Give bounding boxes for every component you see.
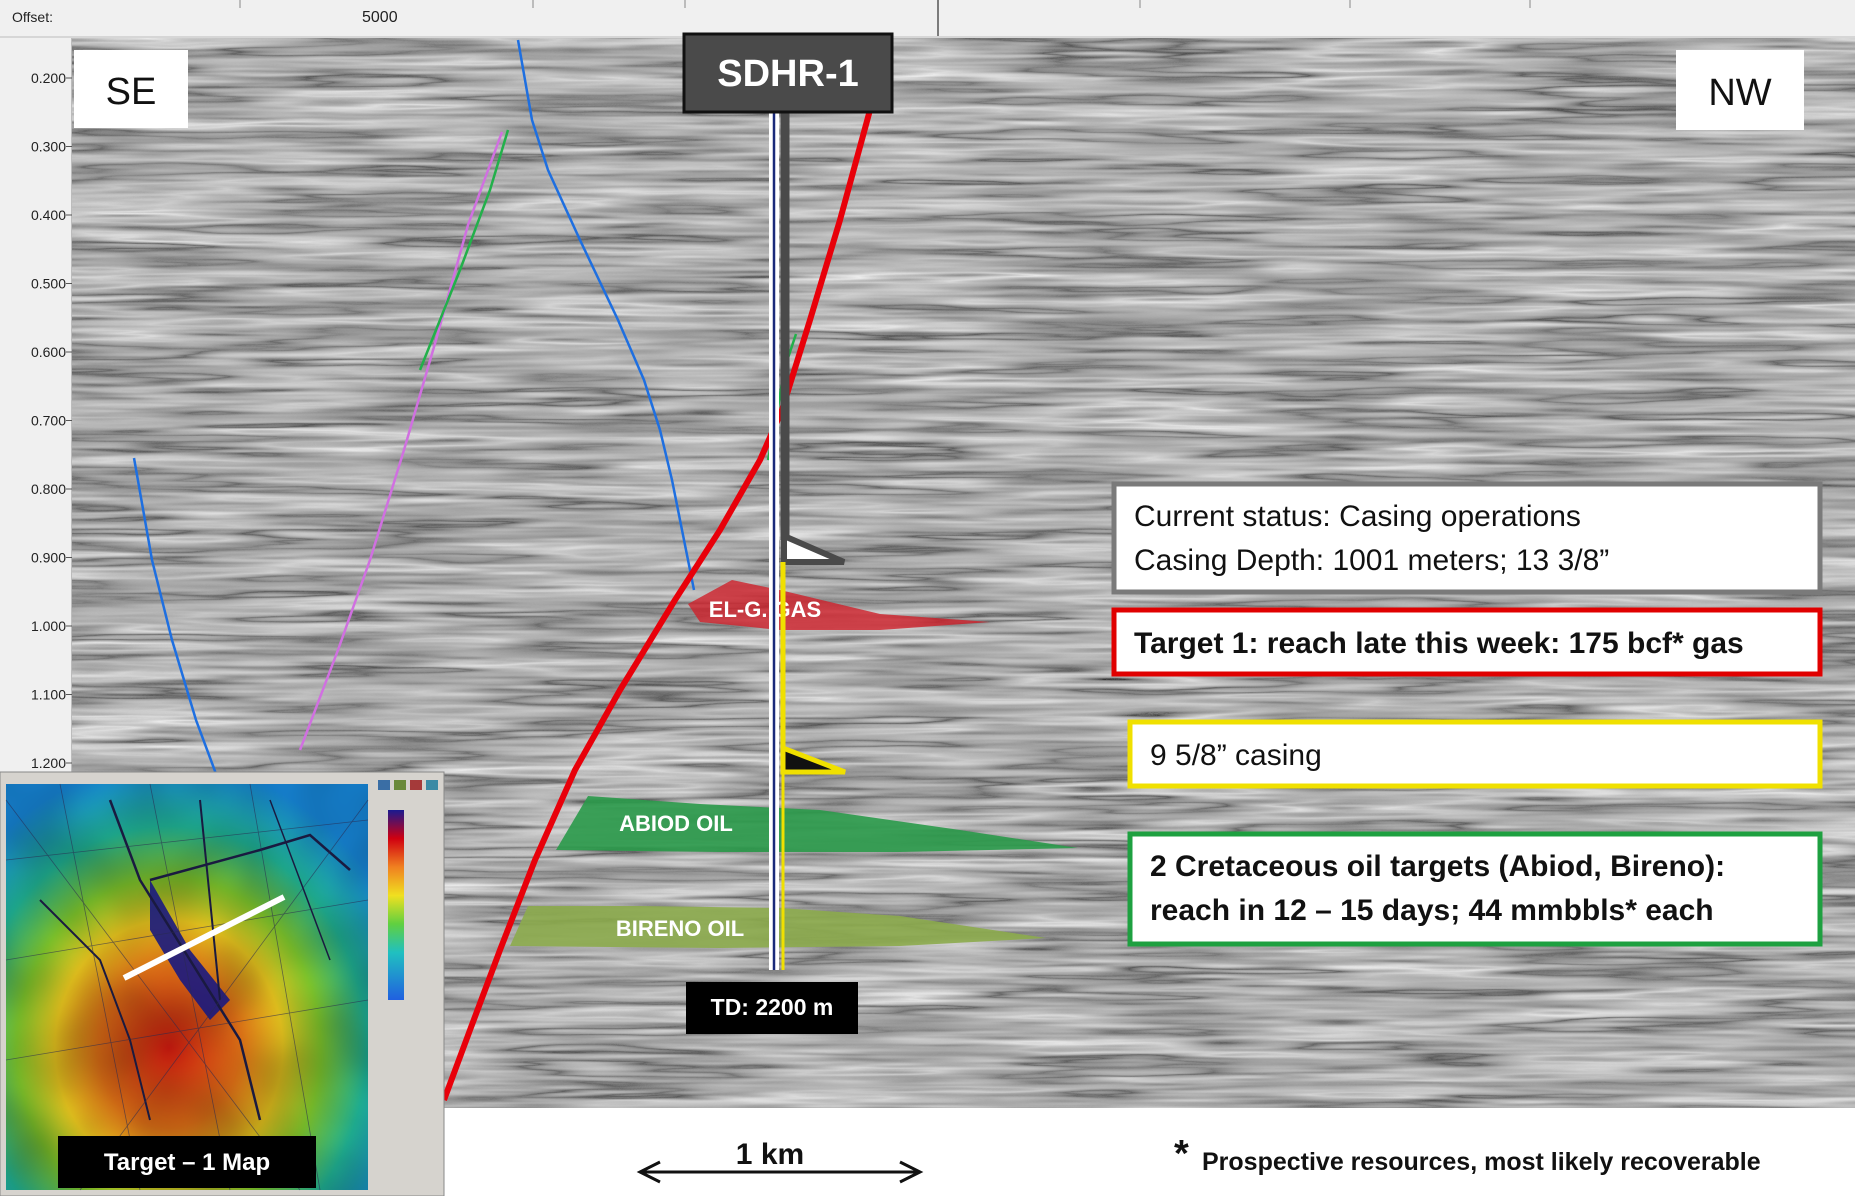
- gas-reservoir[interactable]: EL-G. GAS: [688, 580, 990, 630]
- fault-blue-center: [516, 39, 696, 591]
- map-toolbar[interactable]: [378, 780, 438, 790]
- footnote-asterisk: *: [1174, 1133, 1189, 1175]
- offset-value: 5000: [362, 9, 398, 26]
- time-tick-label: 0.400: [31, 207, 66, 223]
- time-tick-label: 0.900: [31, 550, 66, 566]
- offset-label: Offset:: [12, 9, 53, 25]
- target1-callout: Target 1: reach late this week: 175 bcf*…: [1111, 607, 1823, 677]
- header-bar: Offset: 5000: [0, 0, 1855, 38]
- footnote-text: Prospective resources, most likely recov…: [1202, 1148, 1761, 1176]
- status-line2: Casing Depth: 1001 meters; 13 3/8”: [1134, 544, 1609, 577]
- map-inset[interactable]: Target – 1 Map: [0, 771, 445, 1196]
- time-tick-label: 0.800: [31, 481, 66, 497]
- oil-line2: reach in 12 – 15 days; 44 mmbbls* each: [1150, 894, 1714, 927]
- td-label: TD: 2200 m: [711, 994, 834, 1020]
- scale-bar-label: 1 km: [736, 1138, 804, 1171]
- map-caption: Target – 1 Map: [104, 1149, 270, 1176]
- gas-reservoir-label: EL-G. GAS: [709, 597, 821, 622]
- scale-bar: 1 km: [636, 1138, 924, 1184]
- time-tick-label: 1.100: [31, 687, 66, 703]
- footnote: * Prospective resources, most likely rec…: [1174, 1133, 1761, 1176]
- time-tick-label: 0.600: [31, 344, 66, 360]
- status-callout: Current status: Casing operations Casing…: [1111, 481, 1823, 595]
- td-label-box: TD: 2200 m: [686, 982, 858, 1034]
- direction-se: SE: [74, 50, 188, 128]
- direction-se-label: SE: [106, 71, 157, 113]
- direction-nw-label: NW: [1708, 72, 1771, 114]
- time-tick-label: 1.200: [31, 755, 66, 771]
- well-path[interactable]: [769, 112, 846, 970]
- oil-targets-callout: 2 Cretaceous oil targets (Abiod, Bireno)…: [1127, 831, 1823, 947]
- time-tick-label: 0.500: [31, 276, 66, 292]
- horizon-green-left: [418, 129, 510, 371]
- time-axis: 0.200 0.300 0.400 0.500 0.600 0.700 0.800 0.900…: [0, 38, 73, 778]
- abiod-oil-reservoir[interactable]: ABIOD OIL: [556, 796, 1078, 852]
- casing-shoe-13-3-8: [781, 531, 846, 565]
- main-fault-red[interactable]: [441, 109, 873, 1102]
- direction-nw: NW: [1676, 50, 1804, 130]
- status-line1: Current status: Casing operations: [1134, 500, 1581, 533]
- abiod-oil-label: ABIOD OIL: [619, 811, 733, 836]
- target1-text: Target 1: reach late this week: 175 bcf*…: [1134, 627, 1744, 660]
- casing2-text: 9 5/8” casing: [1150, 739, 1322, 772]
- casing-shoe-9-5-8: [780, 744, 846, 775]
- time-tick-label: 0.200: [31, 70, 66, 86]
- time-tick-label: 1.000: [31, 618, 66, 634]
- map-color-bar: [388, 810, 404, 1000]
- casing2-callout: 9 5/8” casing: [1127, 719, 1823, 789]
- bottom-strip: [440, 1108, 1855, 1196]
- time-tick-label: 0.700: [31, 413, 66, 429]
- oil-line1: 2 Cretaceous oil targets (Abiod, Bireno)…: [1150, 850, 1725, 883]
- bireno-oil-label: BIRENO OIL: [616, 916, 744, 941]
- horizon-pink: [298, 131, 504, 751]
- well-name-box[interactable]: SDHR-1: [682, 32, 894, 114]
- well-name: SDHR-1: [717, 53, 858, 95]
- time-tick-label: 0.300: [31, 139, 66, 155]
